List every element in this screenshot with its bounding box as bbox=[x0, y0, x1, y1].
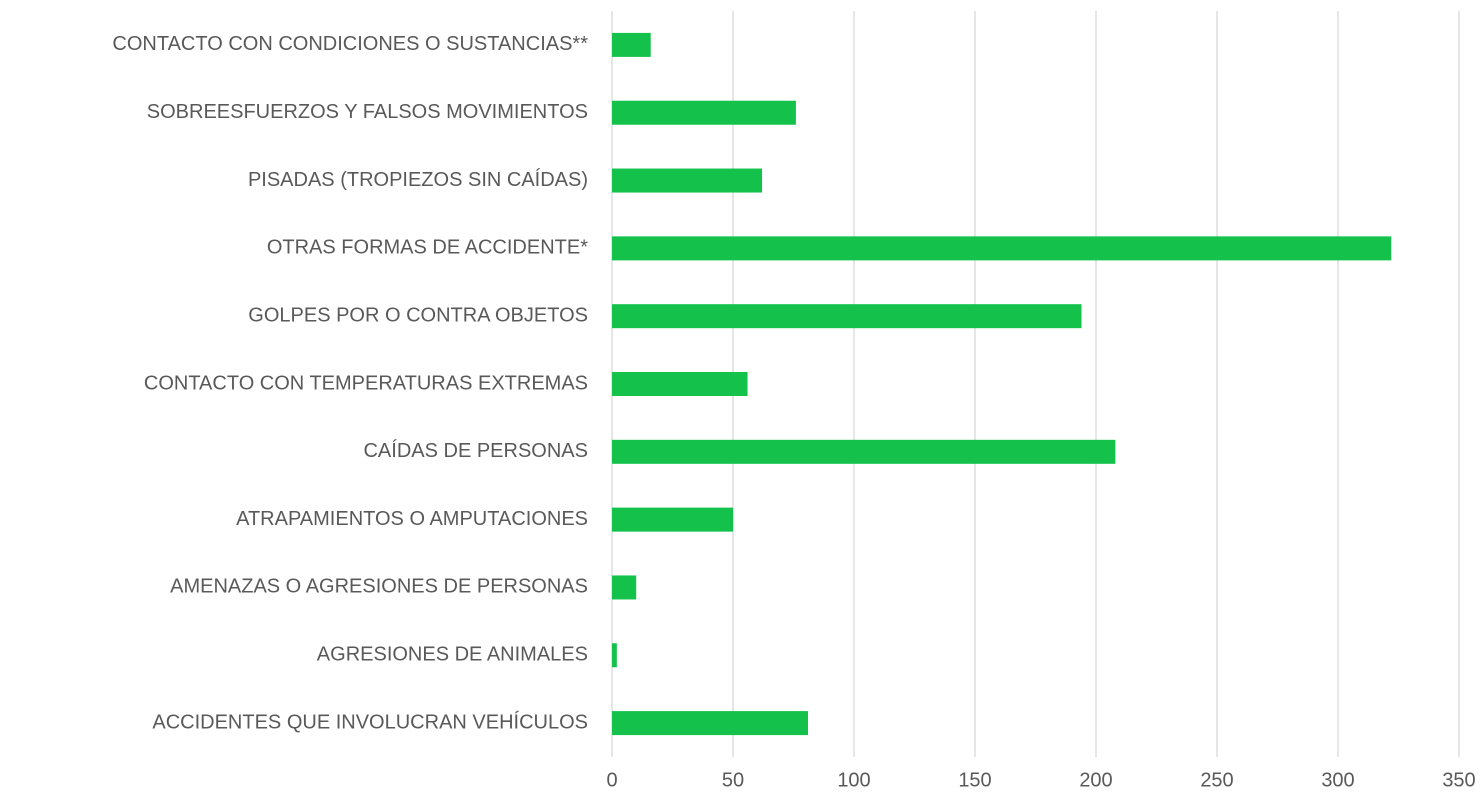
x-tick-label: 250 bbox=[1200, 769, 1233, 791]
y-tick-label: PISADAS (TROPIEZOS SIN CAÍDAS) bbox=[248, 168, 588, 191]
x-tick-label: 50 bbox=[722, 769, 744, 791]
y-tick-label: CAÍDAS DE PERSONAS bbox=[363, 439, 588, 462]
y-tick-label: GOLPES POR O CONTRA OBJETOS bbox=[248, 304, 588, 326]
bar bbox=[612, 168, 763, 193]
bar bbox=[612, 32, 651, 57]
y-tick-label: OTRAS FORMAS DE ACCIDENTE* bbox=[267, 237, 588, 259]
y-tick-label: ATRAPAMIENTOS O AMPUTACIONES bbox=[236, 508, 588, 530]
bar bbox=[612, 575, 637, 600]
bar bbox=[612, 507, 733, 532]
bar bbox=[612, 236, 1392, 261]
x-tick-label: 200 bbox=[1079, 769, 1112, 791]
x-tick-label: 350 bbox=[1442, 769, 1475, 791]
x-tick-label: 150 bbox=[958, 769, 991, 791]
y-tick-label: AGRESIONES DE ANIMALES bbox=[317, 644, 588, 666]
bar bbox=[612, 711, 809, 736]
y-tick-label: CONTACTO CON CONDICIONES O SUSTANCIAS** bbox=[112, 33, 588, 55]
bar bbox=[612, 372, 748, 396]
y-tick-label: CONTACTO CON TEMPERATURAS EXTREMAS bbox=[144, 372, 588, 394]
x-tick-label: 300 bbox=[1321, 769, 1354, 791]
bar bbox=[612, 643, 617, 668]
x-tick-label: 0 bbox=[606, 769, 617, 791]
y-tick-label: SOBREESFUERZOS Y FALSOS MOVIMIENTOS bbox=[147, 101, 588, 123]
bar bbox=[612, 304, 1082, 329]
bar bbox=[612, 439, 1116, 464]
bar bbox=[612, 100, 796, 125]
y-tick-label: AMENAZAS O AGRESIONES DE PERSONAS bbox=[170, 576, 588, 598]
y-tick-label: ACCIDENTES QUE INVOLUCRAN VEHÍCULOS bbox=[152, 710, 588, 733]
x-tick-label: 100 bbox=[837, 769, 870, 791]
